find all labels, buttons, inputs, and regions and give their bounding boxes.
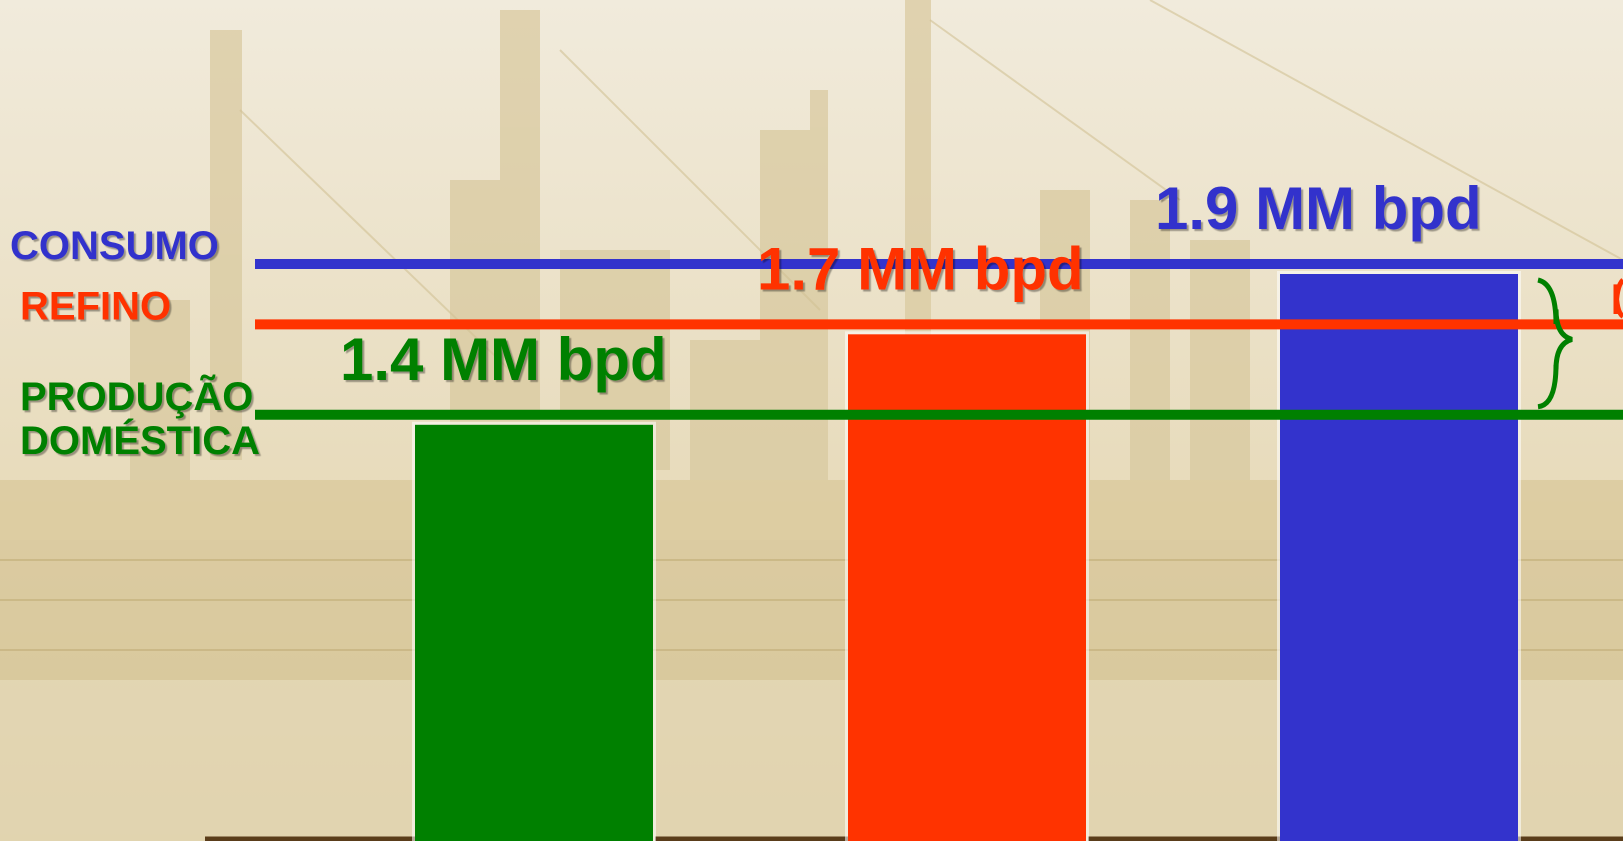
gap-brace-production — [1537, 277, 1573, 410]
value-label-2: 1.7 MM bpd — [757, 235, 1084, 302]
value-label-1: 1.4 MM bpd — [340, 326, 667, 393]
gap-brace-refining — [1613, 278, 1623, 319]
bar-1 — [415, 424, 653, 841]
bar-3 — [1280, 274, 1518, 841]
series-label-line: REFINO — [20, 284, 171, 328]
series-label-3: CONSUMO — [10, 224, 219, 268]
series-label-2: REFINO — [20, 284, 171, 328]
series-label-line: DOMÉSTICA — [20, 418, 260, 463]
value-label-3: 1.9 MM bpd — [1155, 175, 1482, 242]
series-label-line: PRODUÇÃO — [20, 373, 253, 419]
series-label-line: CONSUMO — [10, 224, 219, 268]
